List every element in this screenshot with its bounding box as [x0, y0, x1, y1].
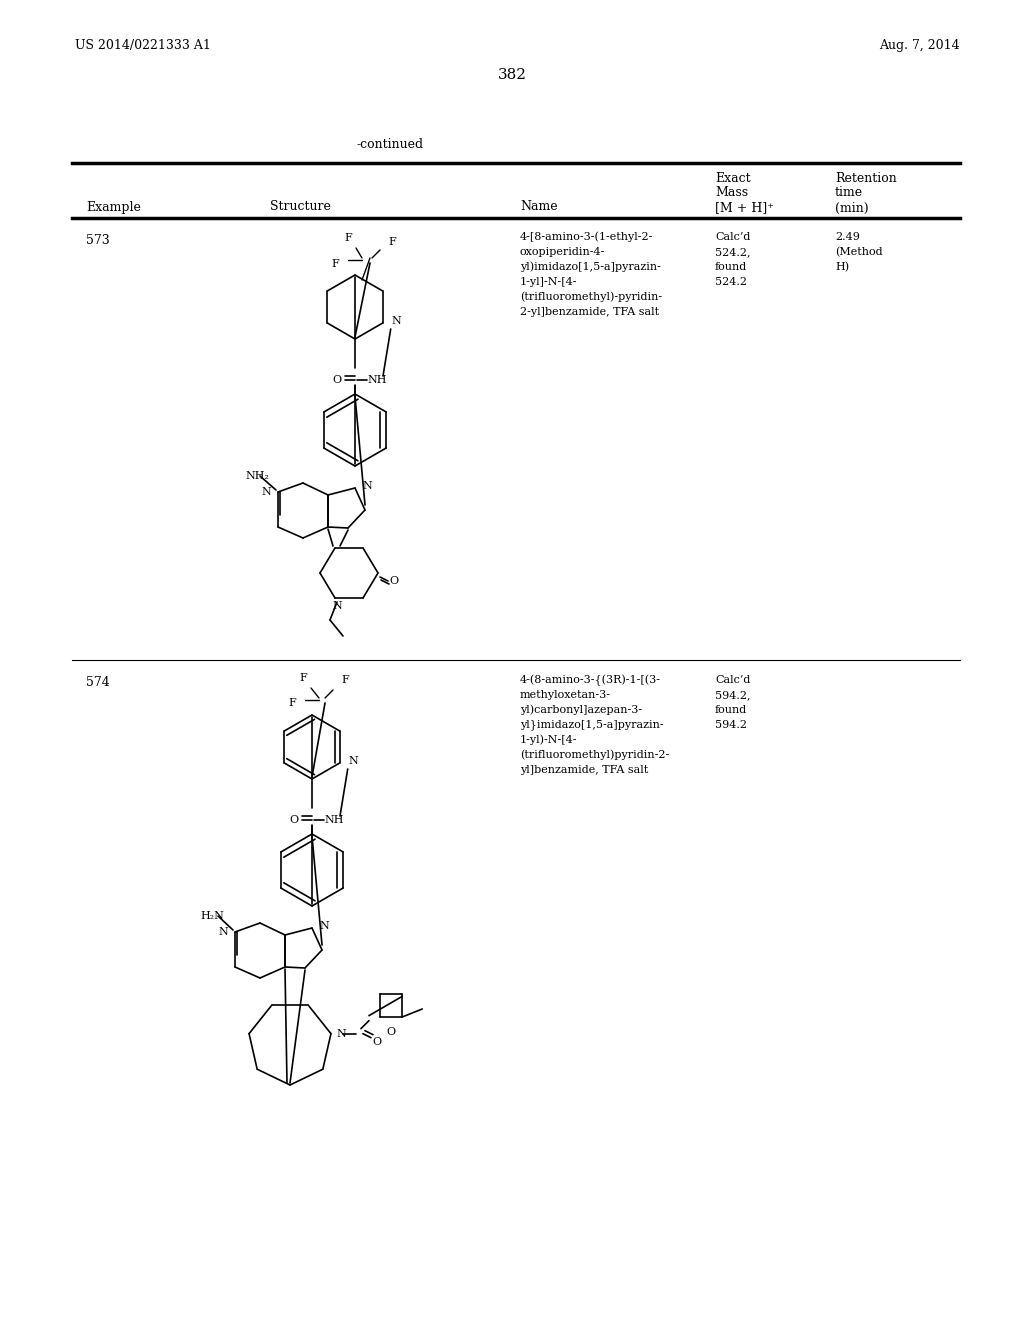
Text: H₂N: H₂N [200, 911, 224, 921]
Text: F: F [288, 698, 296, 708]
Text: Example: Example [86, 201, 141, 214]
Text: 524.2,: 524.2, [715, 247, 751, 257]
Text: 4-[8-amino-3-(1-ethyl-2-: 4-[8-amino-3-(1-ethyl-2- [520, 232, 653, 243]
Text: Calc’d: Calc’d [715, 675, 751, 685]
Text: (min): (min) [835, 202, 868, 214]
Text: 594.2,: 594.2, [715, 690, 751, 700]
Text: 4-(8-amino-3-{(3R)-1-[(3-: 4-(8-amino-3-{(3R)-1-[(3- [520, 675, 662, 685]
Text: yl)imidazo[1,5-a]pyrazin-: yl)imidazo[1,5-a]pyrazin- [520, 261, 660, 272]
Text: yl)carbonyl]azepan-3-: yl)carbonyl]azepan-3- [520, 705, 642, 715]
Text: -continued: -continued [356, 139, 424, 152]
Text: N: N [332, 601, 342, 611]
Text: oxopiperidin-4-: oxopiperidin-4- [520, 247, 605, 257]
Text: Name: Name [520, 201, 558, 214]
Text: (trifluoromethyl)-pyridin-: (trifluoromethyl)-pyridin- [520, 292, 663, 302]
Text: Mass: Mass [715, 186, 749, 199]
Text: F: F [344, 234, 352, 243]
Text: NH: NH [368, 375, 387, 385]
Text: 594.2: 594.2 [715, 719, 746, 730]
Text: N: N [218, 927, 228, 937]
Text: N: N [349, 756, 358, 766]
Text: US 2014/0221333 A1: US 2014/0221333 A1 [75, 38, 211, 51]
Text: O: O [290, 814, 299, 825]
Text: Structure: Structure [270, 201, 331, 214]
Text: 2-yl]benzamide, TFA salt: 2-yl]benzamide, TFA salt [520, 308, 659, 317]
Text: 524.2: 524.2 [715, 277, 746, 286]
Text: 382: 382 [498, 69, 526, 82]
Text: H): H) [835, 261, 849, 272]
Text: found: found [715, 705, 748, 715]
Text: N: N [319, 921, 329, 931]
Text: F: F [341, 675, 349, 685]
Text: methyloxetan-3-: methyloxetan-3- [520, 690, 611, 700]
Text: F: F [299, 673, 307, 682]
Text: N: N [336, 1028, 346, 1039]
Text: 573: 573 [86, 234, 110, 247]
Text: (Method: (Method [835, 247, 883, 257]
Text: 574: 574 [86, 676, 110, 689]
Text: yl}imidazo[1,5-a]pyrazin-: yl}imidazo[1,5-a]pyrazin- [520, 719, 664, 730]
Text: NH₂: NH₂ [245, 471, 269, 480]
Text: N: N [362, 480, 372, 491]
Text: F: F [388, 238, 396, 247]
Text: Retention: Retention [835, 172, 897, 185]
Text: time: time [835, 186, 863, 199]
Text: 2.49: 2.49 [835, 232, 860, 242]
Text: O: O [373, 1036, 382, 1047]
Text: 1-yl]-N-[4-: 1-yl]-N-[4- [520, 277, 578, 286]
Text: [M + H]⁺: [M + H]⁺ [715, 202, 774, 214]
Text: found: found [715, 261, 748, 272]
Text: Aug. 7, 2014: Aug. 7, 2014 [880, 38, 961, 51]
Text: N: N [261, 487, 271, 498]
Text: O: O [386, 1027, 395, 1036]
Text: Calc’d: Calc’d [715, 232, 751, 242]
Text: F: F [331, 259, 339, 269]
Text: N: N [392, 315, 401, 326]
Text: NH: NH [325, 814, 344, 825]
Text: O: O [389, 576, 398, 586]
Text: yl]benzamide, TFA salt: yl]benzamide, TFA salt [520, 766, 648, 775]
Text: (trifluoromethyl)pyridin-2-: (trifluoromethyl)pyridin-2- [520, 750, 670, 760]
Text: Exact: Exact [715, 172, 751, 185]
Text: O: O [333, 375, 342, 385]
Text: 1-yl)-N-[4-: 1-yl)-N-[4- [520, 735, 578, 746]
